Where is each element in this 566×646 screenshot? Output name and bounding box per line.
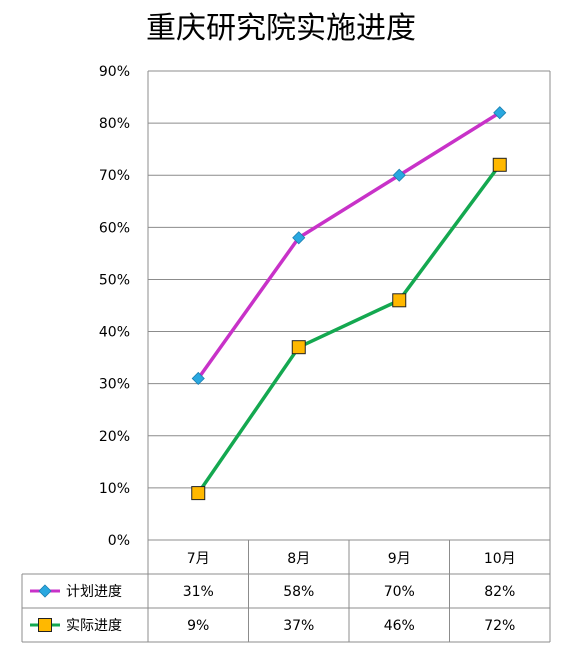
table-value-cell: 70% xyxy=(384,584,415,600)
series-markers xyxy=(191,106,507,501)
y-tick-label: 30% xyxy=(99,377,130,393)
legend-marker xyxy=(38,584,52,598)
data-point xyxy=(492,157,507,172)
data-point xyxy=(392,293,407,308)
x-category-label: 10月 xyxy=(484,551,516,567)
table-value-cell: 82% xyxy=(484,584,515,600)
y-tick-label: 10% xyxy=(99,481,130,497)
series-line xyxy=(196,163,502,495)
table-value-cell: 31% xyxy=(183,584,214,600)
table-value-cell: 58% xyxy=(283,584,314,600)
y-tick-label: 70% xyxy=(99,168,130,184)
y-tick-label: 90% xyxy=(99,64,130,80)
gridlines xyxy=(147,70,551,541)
table-value-cell: 9% xyxy=(187,618,209,634)
data-point xyxy=(392,168,406,182)
data-point xyxy=(291,340,306,355)
legend-series-name: 实际进度 xyxy=(66,618,122,634)
y-tick-label: 50% xyxy=(99,272,130,288)
series-line xyxy=(196,111,501,380)
legend-series-name: 计划进度 xyxy=(66,584,122,600)
y-tick-label: 40% xyxy=(99,325,130,341)
table-value-cell: 46% xyxy=(384,618,415,634)
x-category-label: 9月 xyxy=(388,551,411,567)
y-tick-label: 80% xyxy=(99,116,130,132)
data-point xyxy=(493,106,507,120)
series-lines xyxy=(196,111,502,495)
chart-title: 重庆研究院实施进度 xyxy=(146,11,416,46)
y-axis-ticks: 0% 10% 20% 30% 40% 50% 60% 70% 80% 90% xyxy=(99,64,130,549)
data-point xyxy=(191,486,206,501)
table-value-cell: 72% xyxy=(484,618,515,634)
y-tick-label: 20% xyxy=(99,429,130,445)
y-tick-label: 0% xyxy=(108,533,130,549)
legend-marker xyxy=(38,618,52,632)
data-point xyxy=(191,371,205,386)
x-category-label: 8月 xyxy=(287,551,310,567)
data-point xyxy=(292,231,306,245)
x-category-label: 7月 xyxy=(187,551,210,567)
table-value-cell: 37% xyxy=(283,618,314,634)
y-tick-label: 60% xyxy=(99,220,130,236)
